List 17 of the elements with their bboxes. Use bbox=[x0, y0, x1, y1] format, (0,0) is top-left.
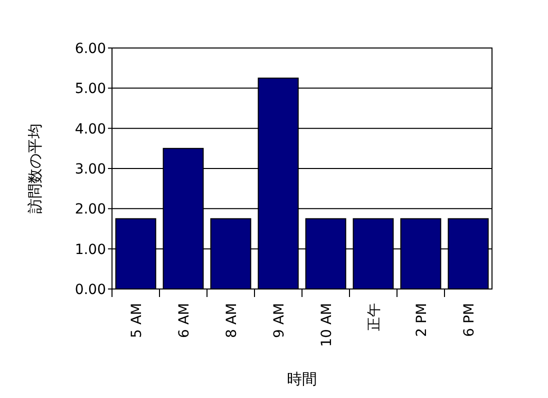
y-axis-title: 訪問数の平均 bbox=[26, 124, 44, 214]
y-tick-label: 3.00 bbox=[74, 162, 106, 178]
y-tick-label: 0.00 bbox=[74, 282, 106, 298]
y-tick-label: 6.00 bbox=[74, 41, 106, 57]
x-tick-label: 正午 bbox=[366, 303, 382, 331]
x-tick-label: 10 AM bbox=[318, 303, 335, 347]
x-tick-label: 5 AM bbox=[128, 303, 145, 338]
x-tick-label: 6 PM bbox=[461, 303, 478, 337]
y-tick-label: 1.00 bbox=[74, 242, 106, 258]
y-tick-label: 2.00 bbox=[74, 202, 106, 218]
y-tick-label: 5.00 bbox=[74, 81, 106, 98]
x-tick-label: 9 AM bbox=[271, 303, 288, 338]
x-axis-title: 時間 bbox=[287, 370, 317, 388]
x-tick-label: 6 AM bbox=[176, 303, 192, 338]
y-tick-label: 4.00 bbox=[74, 121, 106, 138]
x-tick-label: 8 AM bbox=[224, 303, 240, 338]
x-tick-label: 2 PM bbox=[414, 303, 430, 337]
